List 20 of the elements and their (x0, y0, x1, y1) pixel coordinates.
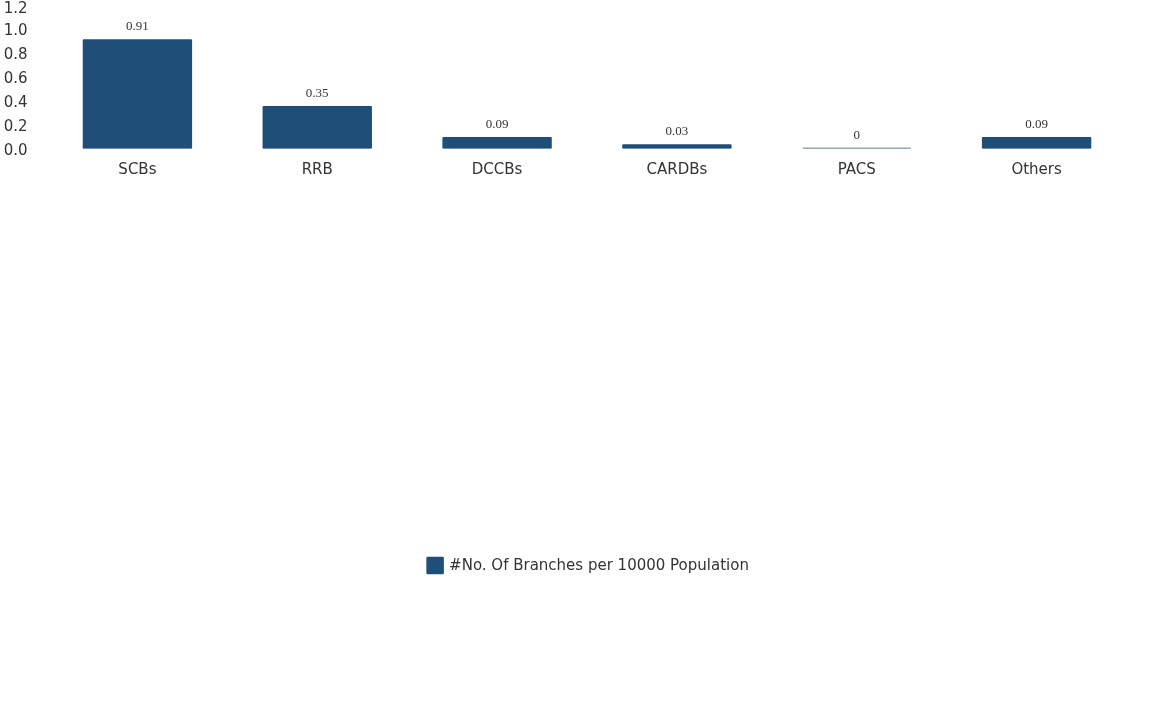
data-label: 0.09 (485, 115, 509, 131)
x-tick-label: RRB (301, 159, 333, 178)
data-label: 0.35 (305, 84, 329, 100)
y-tick-label: 1.0 (3, 21, 28, 40)
x-tick-label: DCCBs (471, 159, 523, 178)
x-tick-label: Others (1011, 159, 1062, 178)
x-tick-label: CARDBs (646, 159, 708, 178)
y-tick-label: 0.8 (3, 45, 28, 64)
y-tick-label: 0.6 (3, 69, 28, 87)
x-tick-label: SCBs (118, 159, 157, 178)
data-label: 0.09 (1025, 115, 1048, 131)
data-label: 0.03 (665, 122, 689, 138)
y-tick-label: 0.0 (3, 140, 28, 159)
legend-label: #No. Of Branches per 10000 Population (449, 556, 749, 574)
data-label: 0.91 (126, 18, 149, 34)
y-tick-label: 0.2 (3, 116, 28, 135)
y-tick-label: 0.4 (3, 92, 28, 111)
y-tick-label: 1.2 (3, 0, 28, 17)
x-tick-label: PACS (837, 159, 876, 178)
data-label: 0 (853, 126, 860, 142)
